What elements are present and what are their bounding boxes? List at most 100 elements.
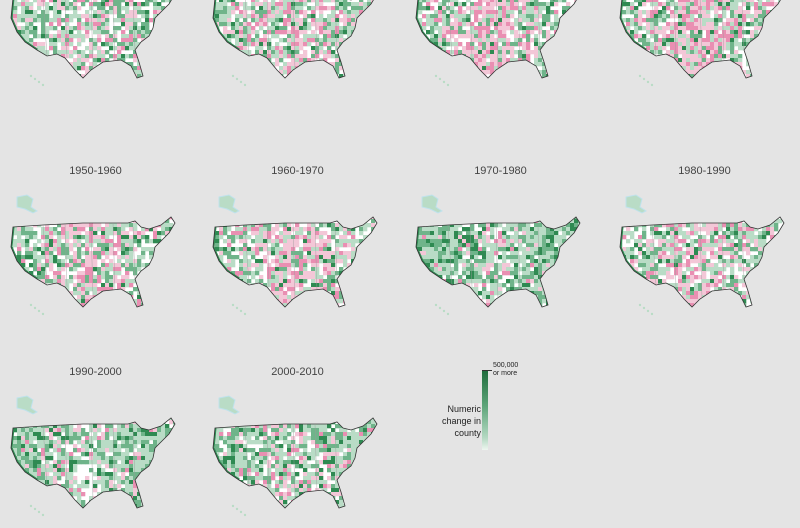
county-cell [77, 271, 81, 275]
county-cell [243, 263, 247, 267]
county-cell [211, 291, 215, 295]
county-cell [375, 263, 379, 267]
county-cell [367, 26, 371, 30]
county-cell [307, 66, 311, 70]
county-cell [97, 303, 101, 307]
county-cell [315, 271, 319, 275]
county-cell [81, 66, 85, 70]
county-cell [9, 74, 13, 78]
county-cell [173, 255, 177, 259]
county-cell [125, 267, 129, 271]
county-cell [494, 38, 498, 42]
county-cell [105, 263, 109, 267]
county-cell [323, 223, 327, 227]
county-cell [466, 66, 470, 70]
county-cell [674, 26, 678, 30]
county-cell [53, 34, 57, 38]
county-cell [165, 223, 169, 227]
county-cell [263, 239, 267, 243]
county-cell [343, 30, 347, 34]
county-cell [291, 271, 295, 275]
county-cell [534, 14, 538, 18]
county-cell [510, 30, 514, 34]
county-cell [243, 287, 247, 291]
county-cell [255, 18, 259, 22]
county-cell [93, 46, 97, 50]
county-cell [21, 66, 25, 70]
county-cell [85, 287, 89, 291]
county-cell [375, 18, 379, 22]
county-cell [654, 0, 658, 2]
county-cell [247, 22, 251, 26]
county-cell [153, 38, 157, 42]
county-cell [267, 303, 271, 307]
county-cell [566, 62, 570, 66]
county-cell [706, 38, 710, 42]
county-cell [129, 299, 133, 303]
county-cell [311, 46, 315, 50]
county-cell [49, 231, 53, 235]
county-cell [169, 42, 173, 46]
county-cell [538, 78, 542, 82]
county-cell [227, 70, 231, 74]
county-cell [702, 46, 706, 50]
county-cell [287, 34, 291, 38]
county-cell [73, 10, 77, 14]
county-cell [706, 42, 710, 46]
county-cell [13, 74, 17, 78]
county-cell [129, 223, 133, 227]
county-cell [414, 46, 418, 50]
county-cell [295, 251, 299, 255]
county-cell [303, 14, 307, 18]
county-cell [542, 22, 546, 26]
county-cell [351, 18, 355, 22]
county-cell [255, 219, 259, 223]
county-cell [53, 2, 57, 6]
county-cell [351, 66, 355, 70]
county-cell [650, 78, 654, 82]
county-cell [379, 239, 383, 243]
county-cell [379, 50, 383, 54]
county-cell [137, 30, 141, 34]
county-cell [259, 10, 263, 14]
county-cell [347, 287, 351, 291]
county-cell [534, 10, 538, 14]
county-cell [157, 235, 161, 239]
county-cell [510, 42, 514, 46]
county-cell [57, 275, 61, 279]
county-cell [219, 283, 223, 287]
county-cell [271, 215, 275, 219]
county-cell [670, 10, 674, 14]
county-cell [165, 0, 169, 2]
county-cell [327, 223, 331, 227]
county-cell [658, 78, 662, 82]
county-cell [315, 0, 319, 2]
county-cell [69, 70, 73, 74]
county-cell [323, 295, 327, 299]
county-cell [367, 58, 371, 62]
county-cell [730, 30, 734, 34]
county-cell [630, 10, 634, 14]
county-cell [510, 14, 514, 18]
county-cell [375, 6, 379, 10]
county-cell [379, 215, 383, 219]
county-cell [434, 38, 438, 42]
county-cell [638, 10, 642, 14]
county-cell [355, 34, 359, 38]
county-cell [9, 279, 13, 283]
county-cell [41, 30, 45, 34]
county-cell [21, 231, 25, 235]
county-cell [534, 50, 538, 54]
county-cell [434, 0, 438, 2]
county-cell [77, 227, 81, 231]
county-cell [319, 303, 323, 307]
county-cell [442, 42, 446, 46]
county-cell [315, 263, 319, 267]
county-cell [518, 50, 522, 54]
county-cell [141, 307, 145, 311]
county-cell [113, 74, 117, 78]
county-cell [125, 255, 129, 259]
county-cell [223, 299, 227, 303]
county-cell [129, 243, 133, 247]
county-cell [774, 70, 778, 74]
